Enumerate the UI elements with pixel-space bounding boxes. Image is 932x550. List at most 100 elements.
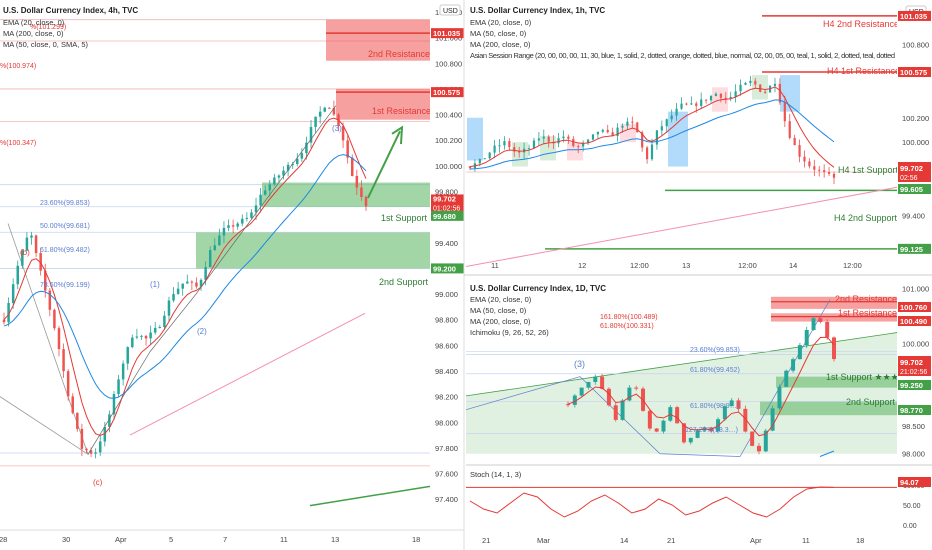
- candle-body: [231, 225, 235, 227]
- candle-body: [144, 335, 148, 339]
- candle-body: [593, 376, 598, 382]
- label-1st-support: 1st Support ★★★: [826, 372, 899, 382]
- candle-body: [750, 431, 755, 446]
- indicator-legend: MA (50, close, 0): [470, 306, 527, 315]
- fib-label: %(101.299): [30, 24, 66, 31]
- candle-body: [181, 283, 184, 289]
- label-h4-2nd-resistance: H4 2nd Resistance: [823, 19, 899, 29]
- candle-body: [832, 337, 836, 360]
- candle-body: [328, 107, 331, 109]
- x-tick: 12:00: [843, 261, 862, 270]
- candle-body: [30, 235, 33, 238]
- y-axis-1h[interactable]: [897, 0, 932, 275]
- candle-body: [25, 237, 29, 251]
- candle-body: [572, 138, 575, 147]
- candle-body: [7, 303, 10, 323]
- candle-body: [804, 329, 809, 346]
- candle-body: [126, 347, 129, 364]
- badge-r1-text: 100.490: [900, 317, 927, 326]
- label-1st-support: 1st Support: [381, 213, 428, 223]
- candle-body: [600, 376, 605, 389]
- x-tick: Mar: [537, 536, 550, 545]
- fib-label: 23.60%(99.853): [40, 200, 90, 207]
- svg-text:99.702: 99.702: [433, 194, 456, 203]
- y-tick: 98.200: [435, 393, 458, 402]
- wave-line: [87, 351, 151, 455]
- stoch-tick: 50.00: [903, 503, 921, 510]
- candle-body: [364, 197, 368, 207]
- candle-body: [695, 430, 700, 438]
- wave-line: [149, 105, 337, 352]
- badge-s1: 99.605: [898, 184, 931, 194]
- candle-body: [236, 223, 239, 227]
- y-tick: 98.000: [902, 450, 925, 459]
- zone-resistance-1: [771, 313, 897, 322]
- candle-body: [309, 126, 313, 143]
- label-h4-1st-resistance: H4 1st Resistance: [827, 66, 900, 76]
- x-tick: 11: [491, 261, 499, 270]
- fib-label: %(100.347): [0, 140, 36, 147]
- projection-arrow: [367, 130, 401, 199]
- x-tick: 13: [682, 261, 690, 270]
- badge-r2-text: 101.035: [433, 29, 460, 38]
- candle-body: [655, 130, 659, 145]
- zone-resistance-2: [326, 19, 430, 61]
- candles-1h: [468, 76, 836, 185]
- candle-body: [791, 359, 796, 371]
- candle-body: [259, 194, 262, 206]
- candle-body: [818, 169, 821, 171]
- ichimoku-cloud: [466, 332, 897, 454]
- badge-price: 99.702 02:56: [898, 162, 931, 182]
- candle-body: [117, 379, 120, 395]
- fib-label: 61.80%(100.331): [600, 323, 654, 330]
- candle-body: [508, 141, 511, 148]
- candle-body: [140, 335, 143, 337]
- y-tick: 101.000: [902, 285, 929, 294]
- label-h4-1st-support: H4 1st Support: [838, 165, 899, 175]
- candle-body: [360, 187, 363, 198]
- candle-body: [690, 103, 693, 105]
- stoch-tick: 0.00: [903, 523, 917, 530]
- candle-body: [16, 265, 19, 285]
- zone-resistance-1: [336, 88, 430, 120]
- candle-body: [634, 387, 639, 389]
- candle-body: [112, 394, 116, 415]
- badge-r2: 100.760: [898, 302, 931, 312]
- candle-body: [291, 164, 294, 166]
- y-tick: 99.400: [435, 239, 458, 248]
- badge-r2-text: 101.035: [900, 12, 927, 21]
- ema-line: [469, 86, 835, 168]
- candle-body: [542, 136, 545, 139]
- candle-body: [268, 184, 272, 191]
- badge-s1-text: 99.605: [900, 185, 923, 194]
- wave-line: [465, 299, 831, 457]
- x-tick: 12:00: [738, 261, 757, 270]
- trend-line: [309, 485, 431, 507]
- label-2nd-resistance: 2nd Resistance: [368, 49, 430, 59]
- fib-label: 61.80%(99.482): [40, 247, 90, 254]
- candle-body: [621, 125, 624, 128]
- candle-body: [263, 190, 267, 195]
- candle-body: [773, 83, 777, 86]
- candle-body: [670, 115, 673, 120]
- indicator-legend: EMA (20, close, 0): [470, 18, 532, 27]
- x-tick: 11: [802, 536, 810, 545]
- y-tick: 100.800: [435, 59, 462, 68]
- candle-body: [71, 396, 74, 413]
- badge-r1-text: 100.575: [900, 68, 927, 77]
- badge-s2-text: 99.125: [900, 245, 923, 254]
- fib-label: %(100.974): [0, 63, 36, 70]
- candle-body: [341, 126, 345, 141]
- candle-body: [611, 132, 614, 137]
- fib-label: 61.80%(98.9…): [690, 403, 739, 410]
- candle-body: [190, 281, 194, 283]
- candle-body: [793, 137, 796, 146]
- x-tick: 14: [620, 536, 628, 545]
- candle-body: [149, 332, 152, 339]
- candle-body: [716, 419, 721, 432]
- candle-body: [195, 282, 198, 287]
- currency-badge[interactable]: [439, 4, 461, 16]
- candles-1d: [566, 316, 836, 455]
- indicator-legend: EMA (20, close, 0): [470, 295, 532, 304]
